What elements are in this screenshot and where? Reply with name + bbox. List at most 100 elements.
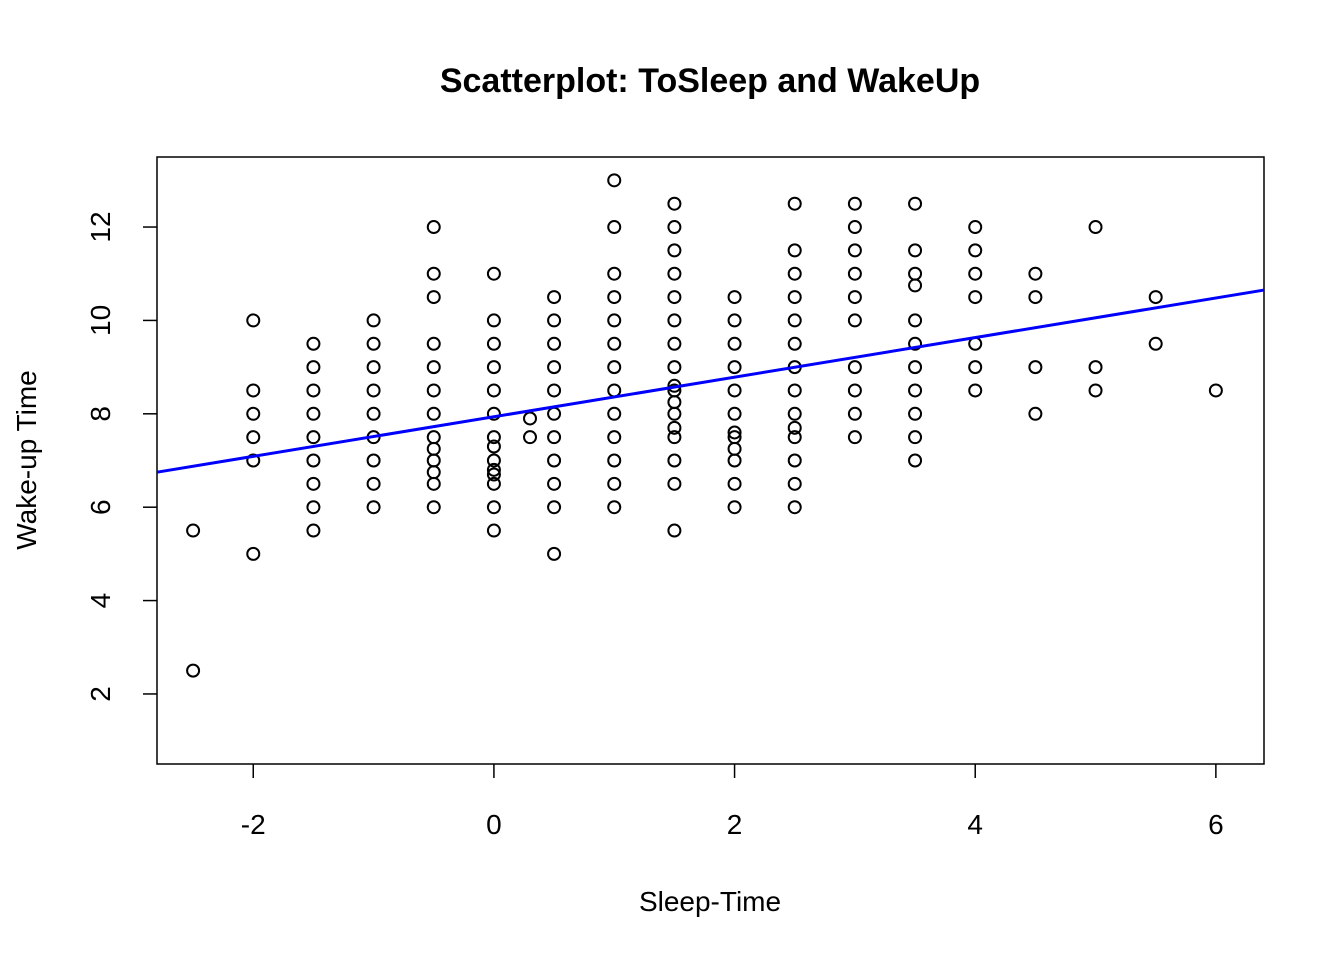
- scatter-point: [547, 383, 562, 398]
- scatter-point: [186, 663, 201, 678]
- scatter-point: [667, 220, 682, 235]
- plot-frame: [156, 156, 1265, 765]
- scatter-point: [1028, 406, 1043, 421]
- scatter-point: [908, 336, 923, 351]
- scatter-point: [667, 453, 682, 468]
- scatter-point: [306, 523, 321, 538]
- scatter-point: [667, 476, 682, 491]
- scatter-point: [727, 383, 742, 398]
- scatter-point: [1028, 290, 1043, 305]
- scatter-point: [787, 383, 802, 398]
- scatter-point: [667, 290, 682, 305]
- scatter-point: [366, 453, 381, 468]
- scatter-point: [486, 406, 501, 421]
- scatter-point: [547, 430, 562, 445]
- scatter-point: [1148, 336, 1163, 351]
- scatter-point: [547, 313, 562, 328]
- scatter-point: [667, 430, 682, 445]
- x-axis-label: Sleep-Time: [639, 886, 781, 917]
- x-tick-label: 6: [1208, 809, 1224, 840]
- scatter-point: [607, 406, 622, 421]
- y-tick-label: 6: [85, 499, 116, 515]
- y-tick-label: 8: [85, 406, 116, 422]
- scatter-point: [547, 290, 562, 305]
- scatter-point: [908, 313, 923, 328]
- scatter-point: [186, 523, 201, 538]
- scatter-point: [667, 406, 682, 421]
- scatter-point: [1208, 383, 1223, 398]
- scatter-point: [908, 278, 923, 293]
- scatter-point: [908, 196, 923, 211]
- scatter-point: [607, 500, 622, 515]
- scatter-point: [787, 243, 802, 258]
- scatter-point: [727, 313, 742, 328]
- scatter-point: [1028, 266, 1043, 281]
- scatter-point: [607, 476, 622, 491]
- scatter-point: [787, 420, 802, 435]
- y-tick-label: 10: [85, 305, 116, 336]
- scatter-point: [727, 453, 742, 468]
- scatter-point: [847, 196, 862, 211]
- scatter-point: [486, 336, 501, 351]
- scatter-point: [547, 500, 562, 515]
- scatter-point: [306, 476, 321, 491]
- scatter-point: [1088, 383, 1103, 398]
- scatter-point: [667, 336, 682, 351]
- scatter-point: [426, 383, 441, 398]
- scatter-point: [787, 290, 802, 305]
- scatter-point: [667, 523, 682, 538]
- scatter-point: [306, 383, 321, 398]
- scatter-point: [426, 500, 441, 515]
- scatter-point: [426, 430, 441, 445]
- scatter-point: [426, 441, 441, 456]
- scatter-point: [908, 430, 923, 445]
- scatter-point: [908, 360, 923, 375]
- scatter-point: [667, 313, 682, 328]
- scatter-point: [968, 266, 983, 281]
- scatter-point: [486, 476, 501, 491]
- x-tick-label: 4: [967, 809, 983, 840]
- scatter-point: [246, 430, 261, 445]
- scatter-point: [787, 430, 802, 445]
- scatter-point: [787, 196, 802, 211]
- scatter-point: [787, 453, 802, 468]
- scatter-point: [667, 196, 682, 211]
- scatter-point: [486, 453, 501, 468]
- scatter-point: [908, 453, 923, 468]
- scatter-point: [366, 313, 381, 328]
- scatter-point: [426, 360, 441, 375]
- scatter-point: [968, 243, 983, 258]
- scatter-point: [426, 406, 441, 421]
- scatter-point: [727, 360, 742, 375]
- scatter-point: [908, 266, 923, 281]
- scatter-point: [787, 500, 802, 515]
- scatter-point: [366, 406, 381, 421]
- scatter-point: [246, 406, 261, 421]
- scatter-point: [426, 266, 441, 281]
- scatter-point: [306, 453, 321, 468]
- scatter-point: [847, 430, 862, 445]
- scatter-point: [1088, 220, 1103, 235]
- scatter-point: [847, 290, 862, 305]
- scatter-point: [547, 453, 562, 468]
- scatter-point: [486, 313, 501, 328]
- scatter-point: [426, 220, 441, 235]
- scatter-point: [523, 430, 538, 445]
- scatter-point: [727, 336, 742, 351]
- scatter-point: [607, 173, 622, 188]
- scatter-point: [486, 500, 501, 515]
- scatter-point: [486, 360, 501, 375]
- scatter-point: [607, 220, 622, 235]
- scatter-point: [607, 336, 622, 351]
- scatter-point: [607, 383, 622, 398]
- scatter-point: [787, 313, 802, 328]
- scatter-point: [547, 336, 562, 351]
- x-tick-label: 2: [727, 809, 743, 840]
- scatter-point: [847, 266, 862, 281]
- scatter-point: [667, 360, 682, 375]
- scatter-point: [667, 243, 682, 258]
- scatter-point: [306, 500, 321, 515]
- scatter-point: [486, 430, 501, 445]
- scatter-point: [486, 523, 501, 538]
- scatter-point: [547, 546, 562, 561]
